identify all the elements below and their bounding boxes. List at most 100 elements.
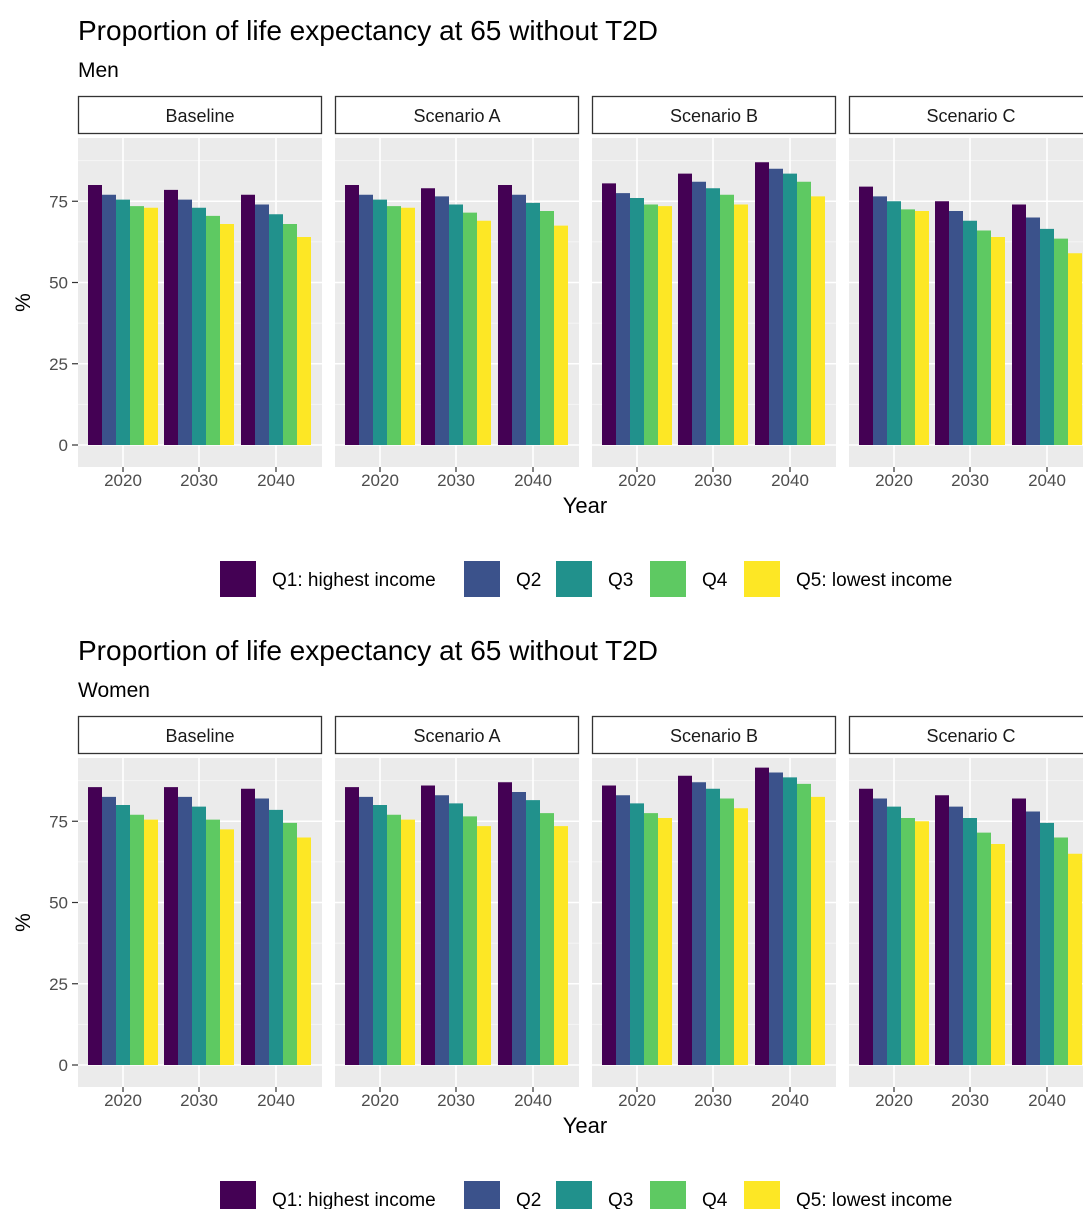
- x-tick-label: 2040: [514, 471, 552, 490]
- bar-baseline-2040-q2: [255, 798, 269, 1065]
- x-tick-label: 2030: [951, 471, 989, 490]
- bar-scenario-c-2040-q4: [1054, 238, 1068, 445]
- x-axis-label: Year: [563, 493, 607, 518]
- bar-scenario-a-2030-q2: [435, 196, 449, 445]
- bar-baseline-2020-q4: [130, 814, 144, 1065]
- x-tick-label: 2020: [618, 1091, 656, 1110]
- legend-key-q2: [464, 561, 500, 597]
- bar-scenario-a-2040-q5: [554, 225, 568, 445]
- bar-baseline-2030-q1: [164, 787, 178, 1065]
- bar-baseline-2020-q5: [144, 207, 158, 445]
- bar-scenario-a-2030-q4: [463, 816, 477, 1065]
- bar-scenario-b-2040-q5: [811, 196, 825, 445]
- bar-scenario-b-2030-q4: [720, 194, 734, 445]
- bar-baseline-2040-q4: [283, 224, 297, 445]
- bar-scenario-b-2040-q1: [755, 767, 769, 1065]
- y-tick-label: 0: [59, 436, 68, 455]
- bar-scenario-a-2030-q5: [477, 826, 491, 1065]
- bar-scenario-a-2020-q5: [401, 207, 415, 445]
- bar-scenario-c-2020-q1: [859, 186, 873, 445]
- bar-scenario-b-2040-q2: [769, 772, 783, 1065]
- facet-strip: [334, 715, 580, 755]
- bar-scenario-c-2040-q2: [1026, 217, 1040, 445]
- bar-scenario-c-2020-q3: [887, 201, 901, 445]
- bar-scenario-c-2030-q3: [963, 818, 977, 1065]
- bar-scenario-b-2020-q1: [602, 785, 616, 1065]
- bar-baseline-2040-q5: [297, 837, 311, 1065]
- bar-scenario-c-2020-q2: [873, 196, 887, 445]
- bar-scenario-b-2040-q4: [797, 181, 811, 445]
- x-tick-label: 2040: [514, 1091, 552, 1110]
- bar-baseline-2020-q5: [144, 819, 158, 1065]
- x-tick-label: 2030: [951, 1091, 989, 1110]
- bar-scenario-b-2030-q2: [692, 181, 706, 445]
- bar-baseline-2030-q5: [220, 829, 234, 1065]
- bar-baseline-2040-q5: [297, 237, 311, 445]
- bar-scenario-a-2040-q5: [554, 826, 568, 1065]
- bar-scenario-b-2030-q3: [706, 788, 720, 1065]
- bar-scenario-c-2020-q5: [915, 821, 929, 1065]
- chart-title: Proportion of life expectancy at 65 with…: [78, 635, 658, 666]
- x-tick-label: 2030: [694, 471, 732, 490]
- bar-scenario-a-2040-q2: [512, 792, 526, 1065]
- bar-scenario-b-2030-q5: [734, 808, 748, 1065]
- x-tick-label: 2040: [257, 1091, 295, 1110]
- bar-scenario-b-2030-q1: [678, 173, 692, 445]
- bar-scenario-c-2030-q1: [935, 795, 949, 1065]
- bar-scenario-c-2030-q3: [963, 220, 977, 445]
- legend-key-q3: [556, 561, 592, 597]
- bar-scenario-c-2020-q3: [887, 806, 901, 1065]
- x-tick-label: 2030: [180, 471, 218, 490]
- bar-baseline-2020-q3: [116, 805, 130, 1065]
- bar-scenario-a-2030-q1: [421, 785, 435, 1065]
- x-tick-label: 2030: [694, 1091, 732, 1110]
- bar-scenario-c-2030-q5: [991, 237, 1005, 445]
- y-tick-label: 50: [49, 274, 68, 293]
- bar-scenario-c-2040-q5: [1068, 253, 1082, 445]
- facet-strip: [848, 715, 1083, 755]
- bar-scenario-a-2030-q4: [463, 212, 477, 445]
- bar-scenario-c-2020-q4: [901, 209, 915, 445]
- bar-scenario-c-2040-q1: [1012, 204, 1026, 445]
- facet-label: Scenario B: [670, 726, 758, 746]
- bar-scenario-b-2030-q5: [734, 204, 748, 445]
- bar-scenario-b-2020-q3: [630, 198, 644, 445]
- chart-title: Proportion of life expectancy at 65 with…: [78, 15, 658, 46]
- bar-scenario-c-2020-q1: [859, 788, 873, 1065]
- bar-baseline-2020-q2: [102, 194, 116, 445]
- legend-key-q4: [650, 1181, 686, 1209]
- y-axis-label: %: [12, 913, 35, 932]
- bar-scenario-a-2040-q2: [512, 194, 526, 445]
- x-tick-label: 2020: [361, 471, 399, 490]
- x-tick-label: 2040: [1028, 1091, 1066, 1110]
- y-axis-label: %: [12, 293, 35, 312]
- bar-baseline-2040-q1: [241, 194, 255, 445]
- bar-scenario-a-2020-q2: [359, 194, 373, 445]
- x-tick-label: 2030: [180, 1091, 218, 1110]
- bar-scenario-c-2020-q2: [873, 798, 887, 1065]
- legend-key-q1: [220, 1181, 256, 1209]
- bar-scenario-c-2040-q3: [1040, 822, 1054, 1065]
- bar-scenario-c-2030-q2: [949, 806, 963, 1065]
- bar-scenario-a-2040-q1: [498, 782, 512, 1065]
- x-tick-label: 2040: [771, 471, 809, 490]
- bar-baseline-2030-q5: [220, 224, 234, 445]
- bar-baseline-2030-q2: [178, 199, 192, 445]
- bar-scenario-c-2030-q5: [991, 844, 1005, 1065]
- bar-baseline-2040-q1: [241, 788, 255, 1065]
- bar-scenario-a-2020-q1: [345, 185, 359, 445]
- legend-key-q4: [650, 561, 686, 597]
- bar-scenario-c-2040-q2: [1026, 811, 1040, 1065]
- x-tick-label: 2020: [875, 471, 913, 490]
- facet-label: Baseline: [165, 726, 234, 746]
- legend-label: Q4: [702, 1190, 728, 1209]
- y-tick-label: 50: [49, 894, 68, 913]
- y-tick-label: 25: [49, 355, 68, 374]
- legend-key-q2: [464, 1181, 500, 1209]
- bar-baseline-2030-q4: [206, 215, 220, 445]
- bar-baseline-2040-q2: [255, 204, 269, 445]
- x-tick-label: 2020: [104, 1091, 142, 1110]
- bar-scenario-c-2030-q4: [977, 832, 991, 1065]
- bar-scenario-a-2040-q3: [526, 202, 540, 445]
- x-tick-label: 2020: [361, 1091, 399, 1110]
